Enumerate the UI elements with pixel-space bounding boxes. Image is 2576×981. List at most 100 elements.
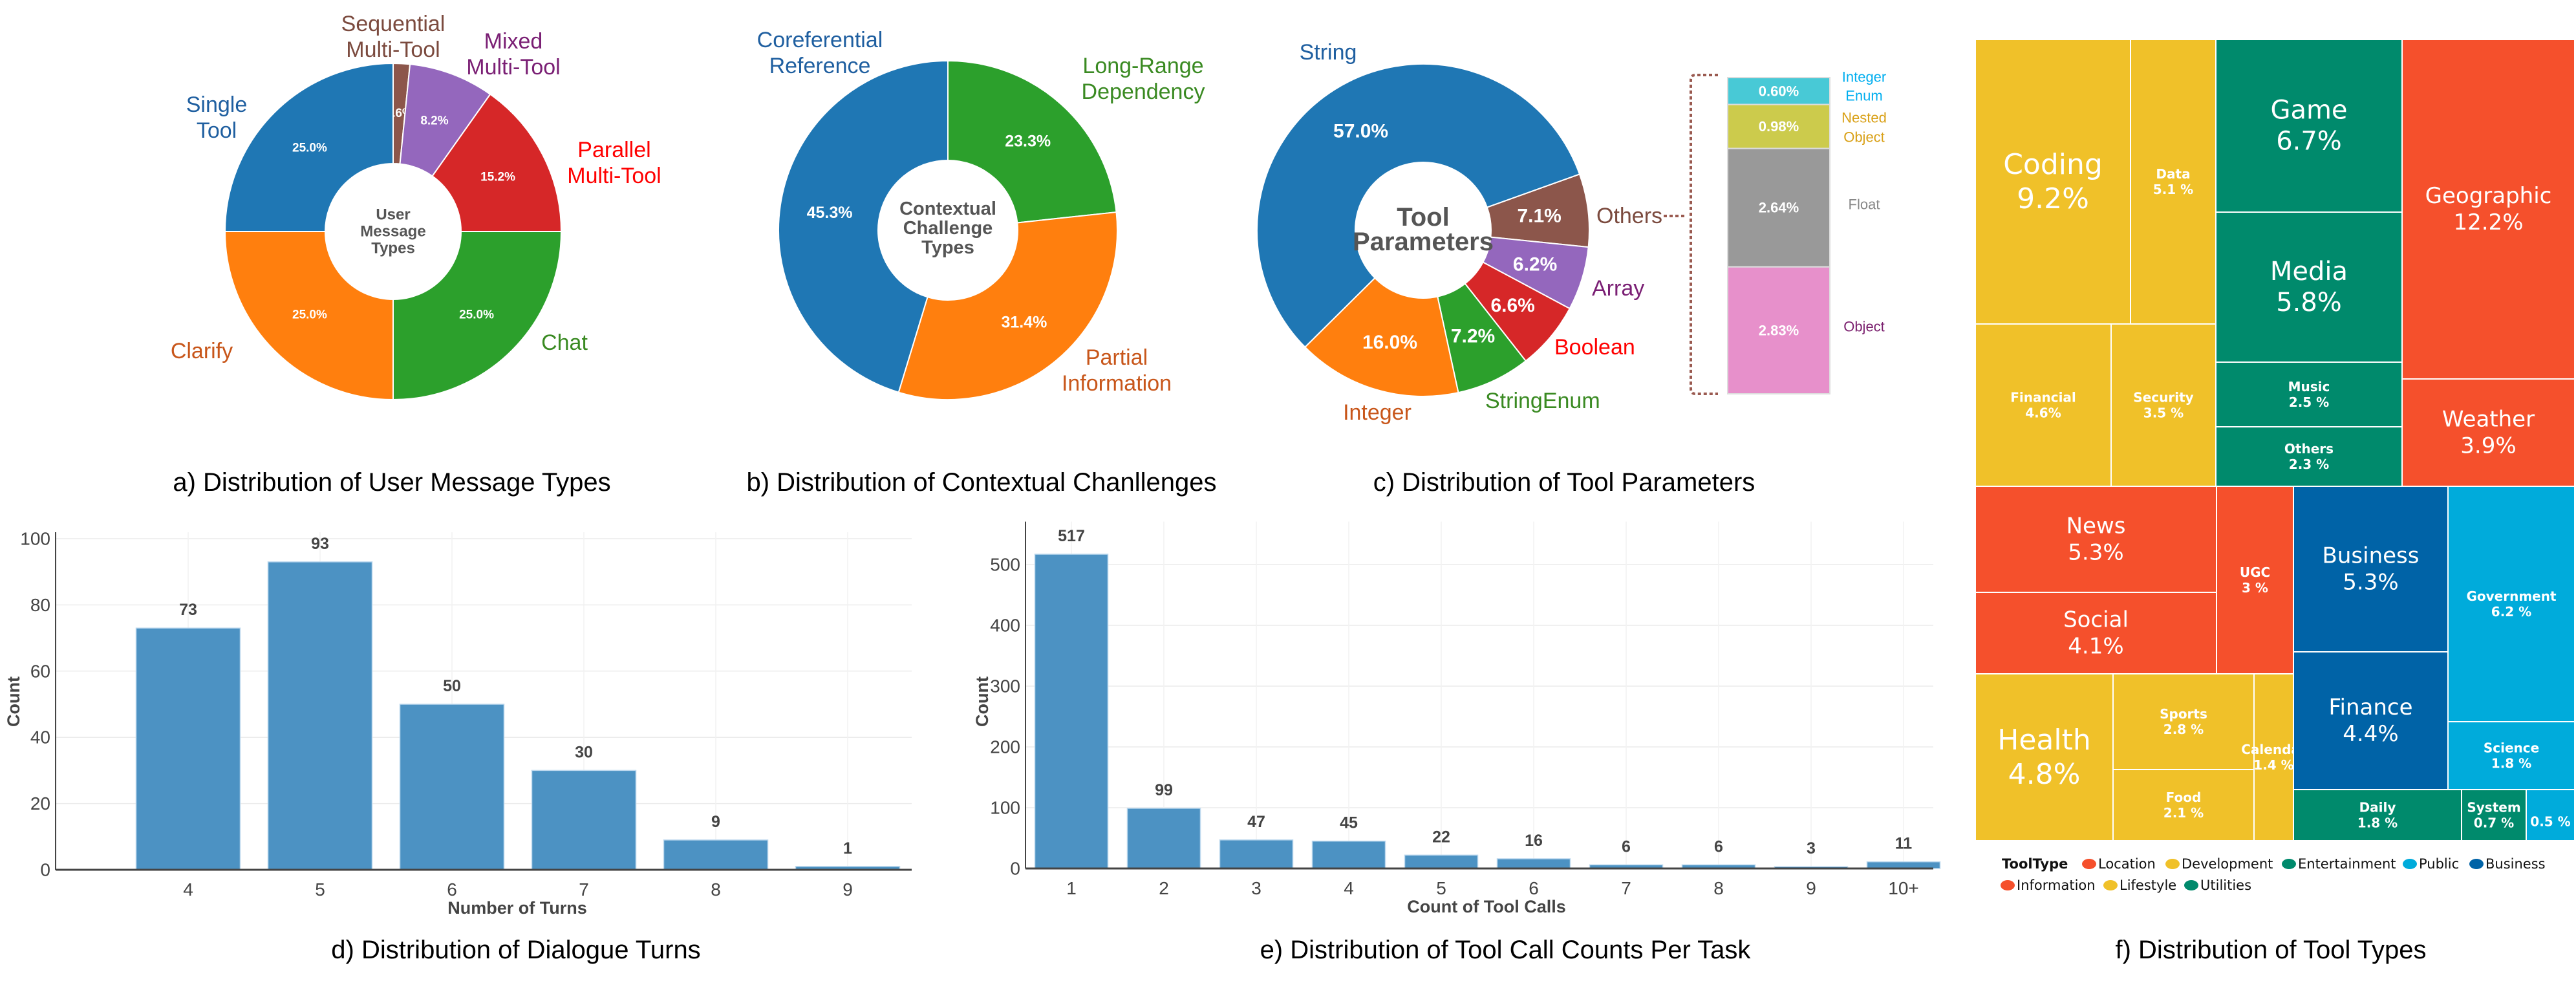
x-tick-label: 7 [1621, 878, 1631, 898]
legend-swatch-icon [2282, 859, 2296, 869]
treemap-cell-name: Security [2133, 390, 2193, 405]
y-tick-label: 100 [990, 798, 1020, 818]
y-tick-label: 0 [1010, 859, 1020, 879]
treemap-cell-value: 2.3 % [2289, 457, 2329, 472]
treemap-cell-value: 5.3% [2068, 539, 2123, 565]
bar-value-label: 9 [711, 813, 720, 831]
slice-percent-label: 45.3% [807, 204, 853, 222]
legend-item[interactable]: Entertainment [2282, 856, 2396, 872]
x-tick-label: 9 [1806, 878, 1816, 898]
treemap-rect [2112, 769, 2255, 841]
bar [1866, 861, 1941, 869]
legend-item[interactable]: Lifestyle [2103, 878, 2176, 893]
slice-name-label: Partial [1086, 345, 1148, 370]
bar-value-label: 45 [1340, 814, 1358, 832]
treemap-rect [2215, 426, 2403, 487]
others-breakdown-stacked-bar: 0.60% Integer Enum 0.98% Nested Object 2.64% Fl… [1664, 69, 1887, 395]
y-tick-label: 100 [20, 529, 50, 549]
x-tick-label: 3 [1251, 878, 1261, 898]
tool-call-counts-bar-chart: 0 100 200 300 400 500 517 1 99 2 47 3 45 4 22 5 16 6 6 7 6 8 3… [972, 521, 1941, 916]
legend-item[interactable]: Development [2165, 856, 2273, 872]
treemap-cell-value: 4.8% [2008, 758, 2081, 791]
donut-slice [1256, 63, 1581, 349]
treemap-cell-value: 9.2% [2017, 182, 2089, 215]
slice-percent-label: 25.0% [292, 308, 327, 322]
y-tick-label: 80 [30, 595, 50, 615]
treemap-cell-value: 6.7% [2276, 127, 2342, 156]
caption-a: a) Distribution of User Message Types [173, 468, 610, 497]
treemap-cell-value: 1.8 % [2491, 756, 2531, 771]
slice-name-label: Chat [541, 330, 588, 355]
treemap-rect [1975, 39, 2131, 325]
bar-value-label: 16 [1525, 832, 1543, 850]
x-tick-label: 5 [1436, 878, 1446, 898]
donut-center-label: User [376, 206, 410, 224]
treemap-rect [2130, 39, 2216, 325]
segment-percent-label: 2.64% [1759, 200, 1799, 216]
donut-slice [431, 93, 563, 232]
treemap-rect [2447, 721, 2575, 790]
dotted-bracket-connector [1664, 74, 1718, 395]
donut-slice [392, 231, 563, 401]
treemap-cell-name: System [2467, 800, 2520, 815]
x-tick-label: 10+ [1888, 878, 1919, 898]
treemap-cell-value: 1.4 % [2253, 757, 2293, 773]
donut-center-label: Tool [1397, 203, 1449, 232]
donut-slice [224, 62, 394, 232]
y-tick-label: 20 [30, 793, 50, 814]
donut-center-label: Contextual [899, 199, 996, 219]
slice-name-label: Tool [197, 118, 237, 143]
treemap-cell-name: Geographic [2425, 183, 2552, 209]
caption-d: d) Distribution of Dialogue Turns [331, 936, 700, 964]
x-axis-title: Count of Tool Calls [1407, 897, 1565, 916]
legend-item[interactable]: Utilities [2184, 878, 2251, 893]
legend-item[interactable]: Location [2082, 856, 2156, 872]
slice-name-label: Multi-Tool [466, 55, 560, 80]
treemap-cell-name: Finance [2328, 695, 2412, 720]
treemap-cell-value: 2.5 % [2289, 394, 2329, 410]
slice-percent-label: 23.3% [1005, 132, 1051, 150]
treemap-cell-value: 4.6% [2025, 405, 2061, 421]
treemap-rect [1975, 592, 2217, 674]
treemap-rect [2293, 651, 2449, 790]
treemap-cell-name: UGC [2240, 565, 2270, 580]
legend-item[interactable]: Business [2469, 856, 2546, 872]
treemap-rect [1975, 673, 2114, 841]
segment-percent-label: 0.60% [1759, 83, 1799, 99]
treemap-rect [2401, 39, 2575, 380]
slice-percent-label: 25.0% [292, 141, 327, 155]
legend-title: ToolType [2002, 856, 2068, 872]
treemap-rect [2401, 378, 2575, 487]
legend-item[interactable]: Information [2001, 878, 2096, 893]
dialogue-turns-bar-chart: 0 20 40 60 80 100 73 4 93 5 50 6 30 7 9 8 1 9 Number of Tu… [4, 529, 912, 918]
legend-swatch-icon [2184, 880, 2198, 890]
x-tick-label: 4 [183, 879, 193, 900]
bar [531, 770, 637, 870]
slice-name-label: Integer [1343, 400, 1411, 425]
slice-name-label: Boolean [1554, 335, 1635, 360]
legend-item[interactable]: Public [2403, 856, 2459, 872]
slice-name-label: Others [1596, 204, 1662, 228]
y-tick-label: 500 [990, 555, 1020, 575]
bar-value-label: 22 [1432, 828, 1450, 846]
slice-percent-label: 6.6% [1490, 295, 1534, 316]
bar-value-label: 3 [1807, 839, 1816, 857]
donut-slice [778, 59, 949, 393]
bar [267, 561, 373, 870]
slice-percent-label: 8.2% [420, 114, 448, 128]
slice-percent-label: 7.1% [1517, 206, 1561, 227]
x-tick-label: 6 [447, 879, 457, 900]
x-tick-label: 6 [1529, 878, 1539, 898]
x-axis-title: Number of Turns [447, 898, 587, 918]
treemap-cell-value: 4.4% [2343, 721, 2398, 747]
user-message-types-donut: 1.6%SequentialMulti-Tool8.2%MixedMulti-T… [171, 12, 661, 401]
treemap-cell-name: Sports [2160, 706, 2207, 722]
